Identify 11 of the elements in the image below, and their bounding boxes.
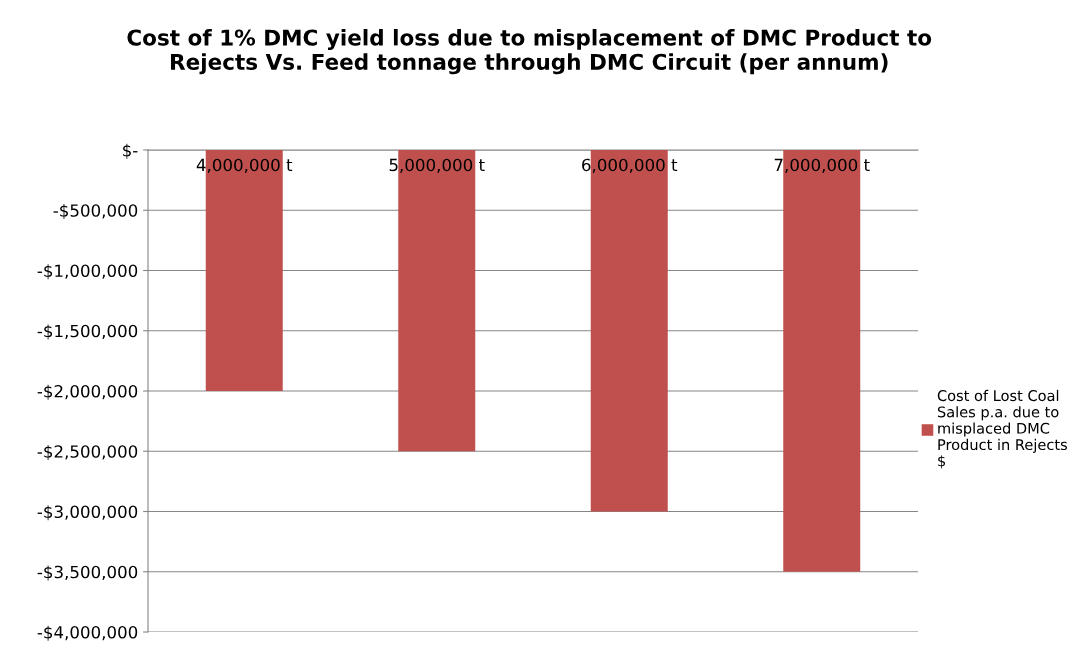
y-tick-label: -$1,500,000 [37,324,138,340]
y-tick-label: -$4,000,000 [37,625,138,641]
y-tick-label: $- [123,143,138,159]
y-tick-label: -$500,000 [53,203,138,220]
y-tick-label: -$3,000,000 [37,505,138,521]
y-tick-label: -$2,000,000 [37,384,138,400]
chart-title: Cost of 1% DMC yield loss due to misplacement of DMC Product to Rejects Vs. Feed tonnage through DMC Circuit (per annum) [127,29,932,75]
y-tick-label: -$1,000,000 [37,264,138,280]
y-tick-label: -$3,500,000 [37,565,138,581]
y-tick-label: -$2,500,000 [37,444,138,461]
legend-label: Cost of Lost Coal Sales p.a. due to misplaced DMC Product in Rejects $ [937,389,1067,469]
